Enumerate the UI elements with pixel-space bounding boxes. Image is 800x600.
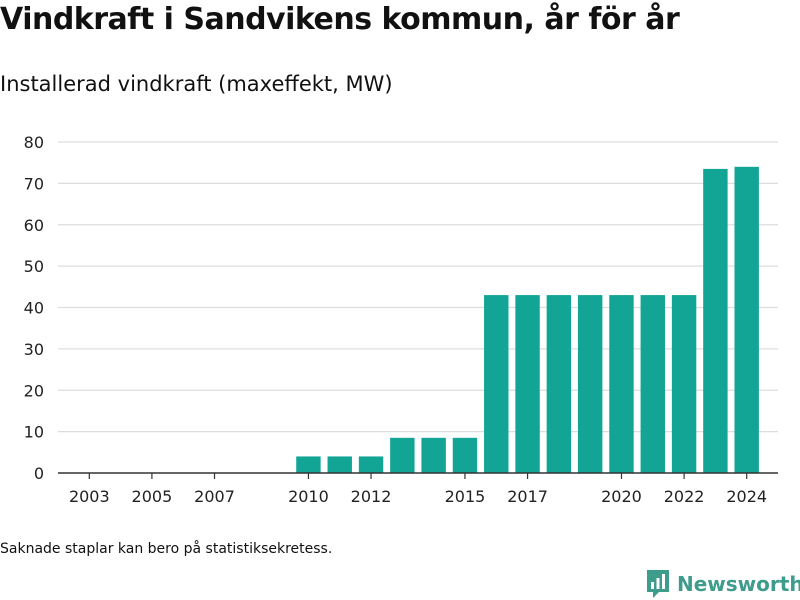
bar <box>609 295 634 473</box>
bar <box>327 456 352 473</box>
y-tick-label: 0 <box>34 464 44 483</box>
y-tick-label: 80 <box>24 133 44 152</box>
bar <box>577 295 603 473</box>
x-tick-label: 2003 <box>69 487 110 506</box>
bar <box>452 437 478 473</box>
brand-name: Newsworthy <box>677 572 800 596</box>
bar <box>546 295 572 473</box>
newsworthy-logo-icon <box>645 569 671 599</box>
x-tick-label: 2020 <box>601 487 642 506</box>
y-tick-label: 60 <box>24 216 44 235</box>
x-tick-label: 2017 <box>507 487 548 506</box>
bar <box>390 437 415 473</box>
y-tick-label: 10 <box>24 423 44 442</box>
bar <box>734 166 759 473</box>
y-gridlines <box>58 141 778 433</box>
x-tick-label: 2015 <box>445 487 486 506</box>
y-tick-label: 30 <box>24 340 44 359</box>
bar <box>640 295 665 473</box>
brand: Newsworthy <box>645 569 800 599</box>
bar <box>421 437 446 473</box>
x-tick-label: 2007 <box>194 487 235 506</box>
x-tick-label: 2022 <box>664 487 705 506</box>
y-tick-label: 50 <box>24 257 44 276</box>
chart-title: Vindkraft i Sandvikens kommun, år för år <box>0 2 680 37</box>
x-tick-label: 2010 <box>288 487 329 506</box>
bar <box>296 456 321 473</box>
x-tick-label: 2012 <box>351 487 392 506</box>
footnote: Saknade staplar kan bero på statistiksek… <box>0 541 333 557</box>
chart-subtitle: Installerad vindkraft (maxeffekt, MW) <box>0 72 393 96</box>
x-tick-label: 2024 <box>726 487 767 506</box>
bars <box>296 166 759 474</box>
bar <box>358 456 384 473</box>
axes: 0 10 20 30 40 50 60 70 80 2003 2005 2007 2010 2012 201… <box>24 133 778 506</box>
bar <box>671 295 697 473</box>
bar <box>703 168 728 474</box>
y-tick-label: 20 <box>24 381 44 400</box>
x-tick-label: 2005 <box>132 487 173 506</box>
bar <box>484 295 509 473</box>
y-tick-label: 40 <box>24 299 44 318</box>
y-tick-label: 70 <box>24 174 44 193</box>
bar <box>515 295 540 473</box>
